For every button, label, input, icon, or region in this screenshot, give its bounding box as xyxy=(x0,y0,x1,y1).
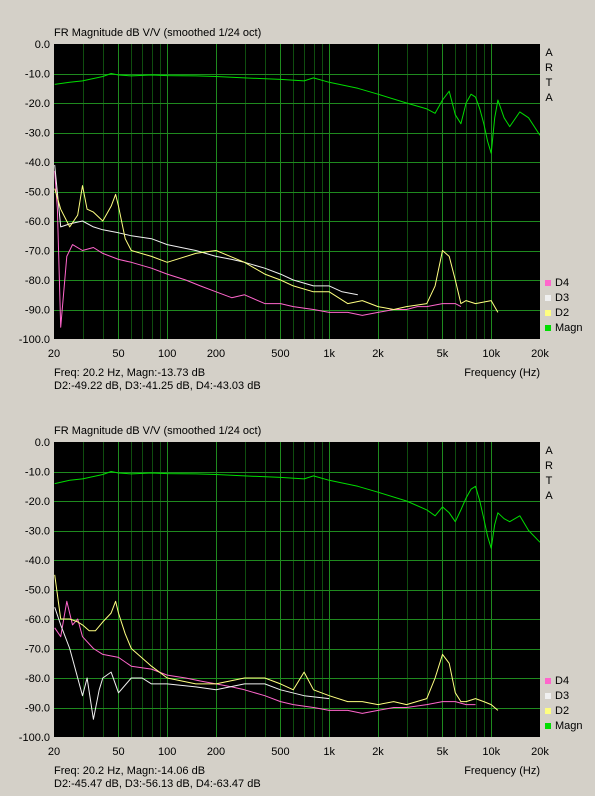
x-tick-label: 50 xyxy=(112,348,124,360)
legend-label-d3: D3 xyxy=(555,292,569,304)
y-tick-label: -30.0 xyxy=(25,526,50,538)
legend: D4 D3 D2 Magn xyxy=(545,277,583,334)
cursor-readout: Freq: 20.2 Hz, Magn:-14.06 dB xyxy=(54,765,205,777)
arta-letter: R xyxy=(545,460,553,472)
fr-chart-bottom: 0.0 -10.0 -20.0 -30.0 -40.0 -50.0 -60.0 -70.0 -8… xyxy=(19,425,583,790)
traces xyxy=(54,73,540,328)
legend-swatch-d3 xyxy=(545,295,551,301)
legend-swatch-magn xyxy=(545,325,551,331)
legend-swatch-magn xyxy=(545,723,551,729)
plot-area xyxy=(54,44,540,339)
chart-title: FR Magnitude dB V/V (smoothed 1/24 oct) xyxy=(54,27,261,39)
legend-swatch-d4 xyxy=(545,678,551,684)
legend-label-d4: D4 xyxy=(555,277,569,289)
x-tick-label: 100 xyxy=(158,348,176,360)
y-tick-label: -80.0 xyxy=(25,275,50,287)
y-tick-label: -100.0 xyxy=(19,732,50,744)
legend-label-d2: D2 xyxy=(555,705,569,717)
y-tick-label: -10.0 xyxy=(25,69,50,81)
x-tick-label: 10k xyxy=(482,746,500,758)
x-axis-label: Frequency (Hz) xyxy=(464,765,540,777)
y-tick-label: -100.0 xyxy=(19,334,50,346)
chart-panel-top: 0.0 -10.0 -20.0 -30.0 -40.0 -50.0 -60.0 -70.0 -8… xyxy=(19,27,583,392)
x-tick-label: 10k xyxy=(482,348,500,360)
legend-swatch-d2 xyxy=(545,310,551,316)
distortion-readout: D2:-49.22 dB, D3:-41.25 dB, D4:-43.03 dB xyxy=(54,380,261,392)
trace-magn xyxy=(54,73,540,154)
arta-letter: T xyxy=(546,475,553,487)
x-tick-label: 500 xyxy=(271,348,289,360)
arta-letter: A xyxy=(545,445,553,457)
chart-panel-bottom: 0.0 -10.0 -20.0 -30.0 -40.0 -50.0 -60.0 -70.0 -8… xyxy=(0,398,595,796)
legend-label-magn: Magn xyxy=(555,720,583,732)
gridlines xyxy=(54,44,540,339)
x-tick-label: 200 xyxy=(207,746,225,758)
x-tick-label: 20 xyxy=(48,746,60,758)
arta-letter: A xyxy=(545,92,553,104)
arta-letter: T xyxy=(546,77,553,89)
y-tick-label: -80.0 xyxy=(25,673,50,685)
y-tick-label: -20.0 xyxy=(25,98,50,110)
y-tick-label: -50.0 xyxy=(25,585,50,597)
y-tick-label: -90.0 xyxy=(25,305,50,317)
trace-d2 xyxy=(54,185,499,313)
legend-label-d4: D4 xyxy=(555,675,569,687)
x-axis-label: Frequency (Hz) xyxy=(464,367,540,379)
distortion-readout: D2:-45.47 dB, D3:-56.13 dB, D4:-63.47 dB xyxy=(54,778,261,790)
y-tick-label: -10.0 xyxy=(25,467,50,479)
gridlines xyxy=(54,442,540,737)
y-tick-label: 0.0 xyxy=(35,39,50,51)
x-tick-label: 2k xyxy=(372,746,384,758)
x-tick-label: 50 xyxy=(112,746,124,758)
y-tick-label: -50.0 xyxy=(25,187,50,199)
legend-label-magn: Magn xyxy=(555,322,583,334)
x-tick-label: 1k xyxy=(323,746,335,758)
y-tick-label: -70.0 xyxy=(25,644,50,656)
cursor-readout: Freq: 20.2 Hz, Magn:-13.73 dB xyxy=(54,367,205,379)
y-tick-label: -20.0 xyxy=(25,496,50,508)
x-tick-label: 20k xyxy=(531,746,549,758)
x-tick-label: 20 xyxy=(48,348,60,360)
y-tick-label: -40.0 xyxy=(25,555,50,567)
arta-letter: A xyxy=(545,490,553,502)
traces xyxy=(54,471,540,720)
y-tick-label: -40.0 xyxy=(25,157,50,169)
x-tick-label: 20k xyxy=(531,348,549,360)
y-tick-label: -60.0 xyxy=(25,614,50,626)
legend-swatch-d3 xyxy=(545,693,551,699)
trace-d3 xyxy=(54,164,358,296)
y-tick-label: -60.0 xyxy=(25,216,50,228)
y-tick-label: -90.0 xyxy=(25,703,50,715)
x-tick-label: 200 xyxy=(207,348,225,360)
legend-swatch-d4 xyxy=(545,280,551,286)
x-tick-label: 100 xyxy=(158,746,176,758)
trace-magn xyxy=(54,471,540,549)
legend-label-d2: D2 xyxy=(555,307,569,319)
legend-swatch-d2 xyxy=(545,708,551,714)
arta-letter: A xyxy=(545,47,553,59)
y-tick-label: -30.0 xyxy=(25,128,50,140)
x-tick-label: 2k xyxy=(372,348,384,360)
x-tick-label: 5k xyxy=(437,746,449,758)
arta-letter: R xyxy=(545,62,553,74)
trace-d4 xyxy=(54,170,462,328)
y-tick-label: 0.0 xyxy=(35,437,50,449)
trace-d3 xyxy=(54,607,330,720)
legend-label-d3: D3 xyxy=(555,690,569,702)
chart-title: FR Magnitude dB V/V (smoothed 1/24 oct) xyxy=(54,425,261,437)
trace-d2 xyxy=(54,574,499,711)
x-tick-label: 5k xyxy=(437,348,449,360)
trace-d4 xyxy=(54,600,476,714)
y-tick-label: -70.0 xyxy=(25,246,50,258)
fr-chart-top: 0.0 -10.0 -20.0 -30.0 -40.0 -50.0 -60.0 -70.0 -8… xyxy=(19,27,583,392)
x-tick-label: 1k xyxy=(323,348,335,360)
x-tick-label: 500 xyxy=(271,746,289,758)
plot-area xyxy=(54,442,540,737)
legend: D4 D3 D2 Magn xyxy=(545,675,583,732)
